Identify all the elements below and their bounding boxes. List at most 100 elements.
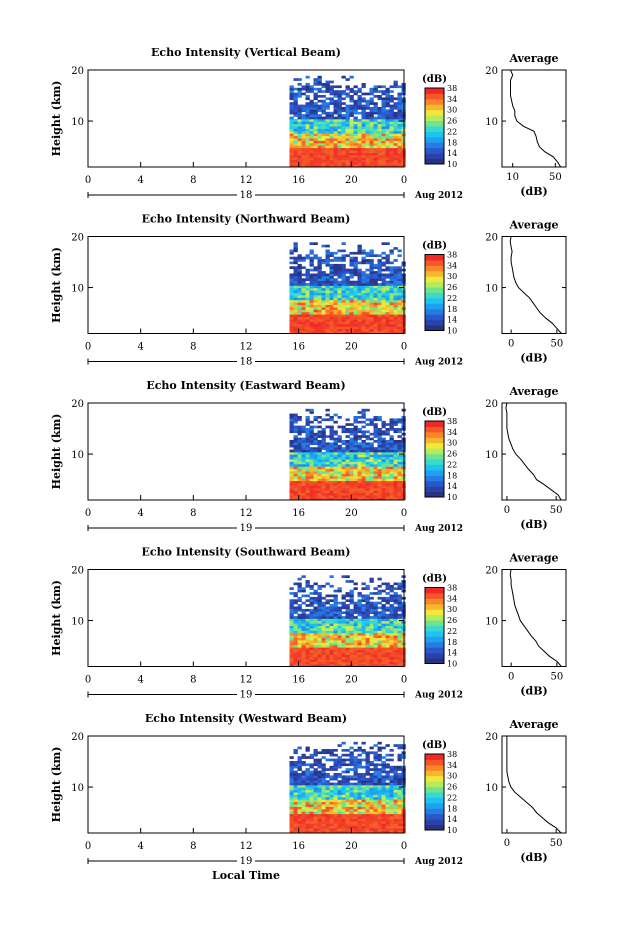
heatmap-cell (297, 287, 302, 291)
heatmap-cell (353, 85, 358, 89)
heatmap-cell (393, 452, 398, 455)
heatmap-cell (341, 811, 346, 815)
heatmap-cell (357, 95, 362, 98)
heatmap-cell (305, 635, 310, 638)
heatmap-cell (377, 775, 382, 779)
heatmap-cell (297, 454, 302, 458)
heatmap-cell (365, 471, 370, 474)
heatmap-cell (293, 164, 298, 168)
heatmap-cell (341, 830, 346, 834)
heatmap-cell (361, 143, 366, 146)
heatmap-cell (377, 323, 382, 327)
heatmap-cell (305, 459, 310, 462)
heatmap-cell (317, 126, 322, 129)
heatmap-cell (301, 159, 306, 163)
heatmap-cell (381, 452, 386, 455)
heatmap-cell (329, 323, 334, 327)
heatmap-cell (325, 408, 330, 412)
heatmap-cell (341, 271, 346, 274)
heatmap-cell (313, 78, 318, 81)
heatmap-cell (293, 266, 298, 269)
heatmap-cell (313, 483, 318, 486)
heatmap-cell (289, 480, 294, 484)
heatmap-cell (337, 90, 342, 93)
heatmap-cell (325, 114, 330, 117)
heatmap-cell (297, 140, 302, 144)
heatmap-cell (329, 488, 334, 491)
heatmap-cell (361, 628, 366, 631)
heatmap-cell (297, 159, 302, 163)
heatmap-cell (349, 809, 354, 812)
heatmap-cell (297, 133, 302, 137)
heatmap-cell (373, 635, 378, 638)
heatmap-cell (293, 287, 298, 291)
heatmap-cell (289, 102, 294, 105)
heatmap-cell (317, 821, 322, 824)
heatmap-cell (397, 449, 402, 453)
heatmap-cell (349, 326, 354, 329)
heatmap-cell (305, 102, 310, 105)
heatmap-cell (385, 323, 390, 327)
heatmap-cell (341, 143, 346, 146)
heatmap-cell (301, 140, 306, 144)
heatmap-cell (357, 131, 362, 134)
heatmap-cell (289, 461, 294, 465)
heatmap-cell (317, 488, 322, 491)
heatmap-cell (309, 830, 314, 834)
heatmap-cell (341, 440, 346, 443)
heatmap-cell (325, 794, 330, 798)
heatmap-cell (353, 659, 358, 662)
heatmap-cell (289, 635, 294, 638)
heatmap-cell (345, 804, 350, 807)
heatmap-cell (321, 447, 326, 450)
heatmap-cell (393, 278, 398, 281)
heatmap-cell (369, 119, 374, 122)
heatmap-cell (385, 656, 390, 660)
heatmap-cell (313, 611, 318, 614)
colorbar-frame (424, 753, 445, 831)
heatmap-cell (373, 789, 378, 793)
heatmap-cell (385, 823, 390, 827)
heatmap-cell (313, 268, 318, 272)
heatmap-cell (373, 152, 378, 156)
heatmap-cell (397, 480, 402, 484)
heatmap-cell (365, 454, 370, 458)
heatmap-cell (361, 789, 366, 793)
heatmap-cell (317, 490, 322, 494)
x-tick-label: 0 (401, 175, 407, 186)
heatmap-cell (341, 75, 346, 79)
heatmap-cell (389, 789, 394, 793)
heatmap-cell (345, 164, 350, 168)
heatmap-cell (357, 497, 362, 501)
heatmap-cell (385, 801, 390, 805)
avg-x-tick-label: 50 (549, 172, 562, 183)
heatmap-cell (333, 285, 338, 289)
heatmap-cell (289, 476, 294, 479)
heatmap-cell (365, 777, 370, 781)
heatmap-cell (349, 620, 354, 624)
heatmap-cell (325, 140, 330, 144)
heatmap-cell (389, 794, 394, 798)
y-axis-label: Height (km) (50, 414, 63, 490)
heatmap-cell (317, 416, 322, 419)
heatmap-cell (329, 254, 334, 257)
heatmap-cell (369, 623, 374, 626)
heatmap-cell (333, 297, 338, 301)
heatmap-cell (305, 797, 310, 800)
heatmap-cell (305, 801, 310, 805)
heatmap-cell (361, 92, 366, 96)
heatmap-cell (381, 789, 386, 793)
heatmap-cell (333, 816, 338, 819)
heatmap-cell (361, 133, 366, 137)
heatmap-cell (345, 430, 350, 434)
heatmap-cell (389, 640, 394, 643)
heatmap-cell (373, 587, 378, 590)
heatmap-cell (337, 102, 342, 105)
heatmap-cell (345, 823, 350, 827)
heatmap-cell (397, 428, 402, 431)
heatmap-cell (357, 157, 362, 161)
heatmap-cell (373, 744, 378, 747)
heatmap-cell (341, 823, 346, 827)
heatmap-cell (297, 283, 302, 286)
heatmap-cell (357, 495, 362, 498)
